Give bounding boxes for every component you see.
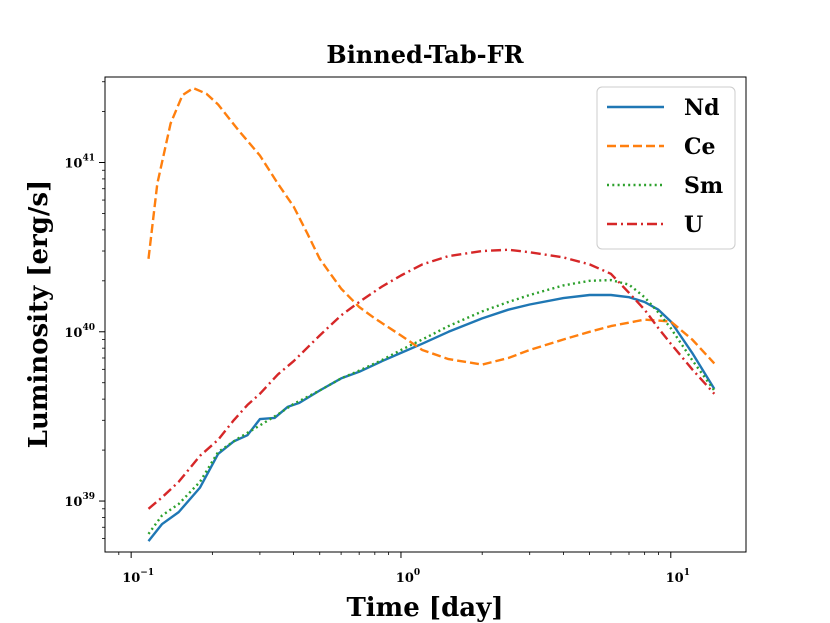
y-tick-label-base: 10	[64, 326, 82, 341]
legend-label-ce: Ce	[684, 134, 716, 160]
x-tick-label-exponent: 0	[414, 568, 420, 578]
y-tick-label: 1041	[64, 154, 95, 172]
y-tick-label-exponent: 40	[82, 323, 95, 333]
x-axis: 10−1 100 101	[118, 552, 690, 586]
x-tick-label-exponent: 1	[684, 568, 690, 578]
x-tick-label-base: 10	[666, 571, 684, 586]
x-tick-label-base: 10	[122, 571, 140, 586]
x-tick-label-exponent: −1	[140, 568, 154, 578]
y-tick-label-base: 10	[64, 495, 82, 510]
y-tick-label-base: 10	[64, 157, 82, 172]
x-tick-label: 100	[396, 568, 420, 586]
x-tick-label-base: 10	[396, 571, 414, 586]
series-line-nd	[147, 293, 716, 542]
legend-box	[596, 86, 736, 250]
y-tick-label-exponent: 41	[82, 154, 95, 164]
legend-label-sm: Sm	[684, 173, 723, 199]
y-tick-label-exponent: 39	[82, 492, 95, 502]
x-tick-label: 10−1	[122, 568, 154, 586]
legend-label-u: U	[684, 212, 703, 238]
series-line-sm	[147, 278, 716, 535]
series-line-ce	[147, 86, 716, 366]
series-line-u	[147, 248, 716, 510]
plot-frame	[104, 76, 747, 553]
legend: Nd Ce Sm U	[596, 86, 736, 250]
chart-title: Binned-Tab-FR	[326, 40, 524, 69]
x-axis-label: Time [day]	[346, 593, 503, 623]
legend-label-nd: Nd	[684, 95, 720, 121]
x-tick-label: 101	[666, 568, 690, 586]
series-layer	[147, 86, 716, 542]
y-tick-label: 1040	[64, 323, 95, 341]
y-axis-label: Luminosity [erg/s]	[24, 180, 54, 449]
y-tick-label: 1039	[64, 492, 95, 510]
